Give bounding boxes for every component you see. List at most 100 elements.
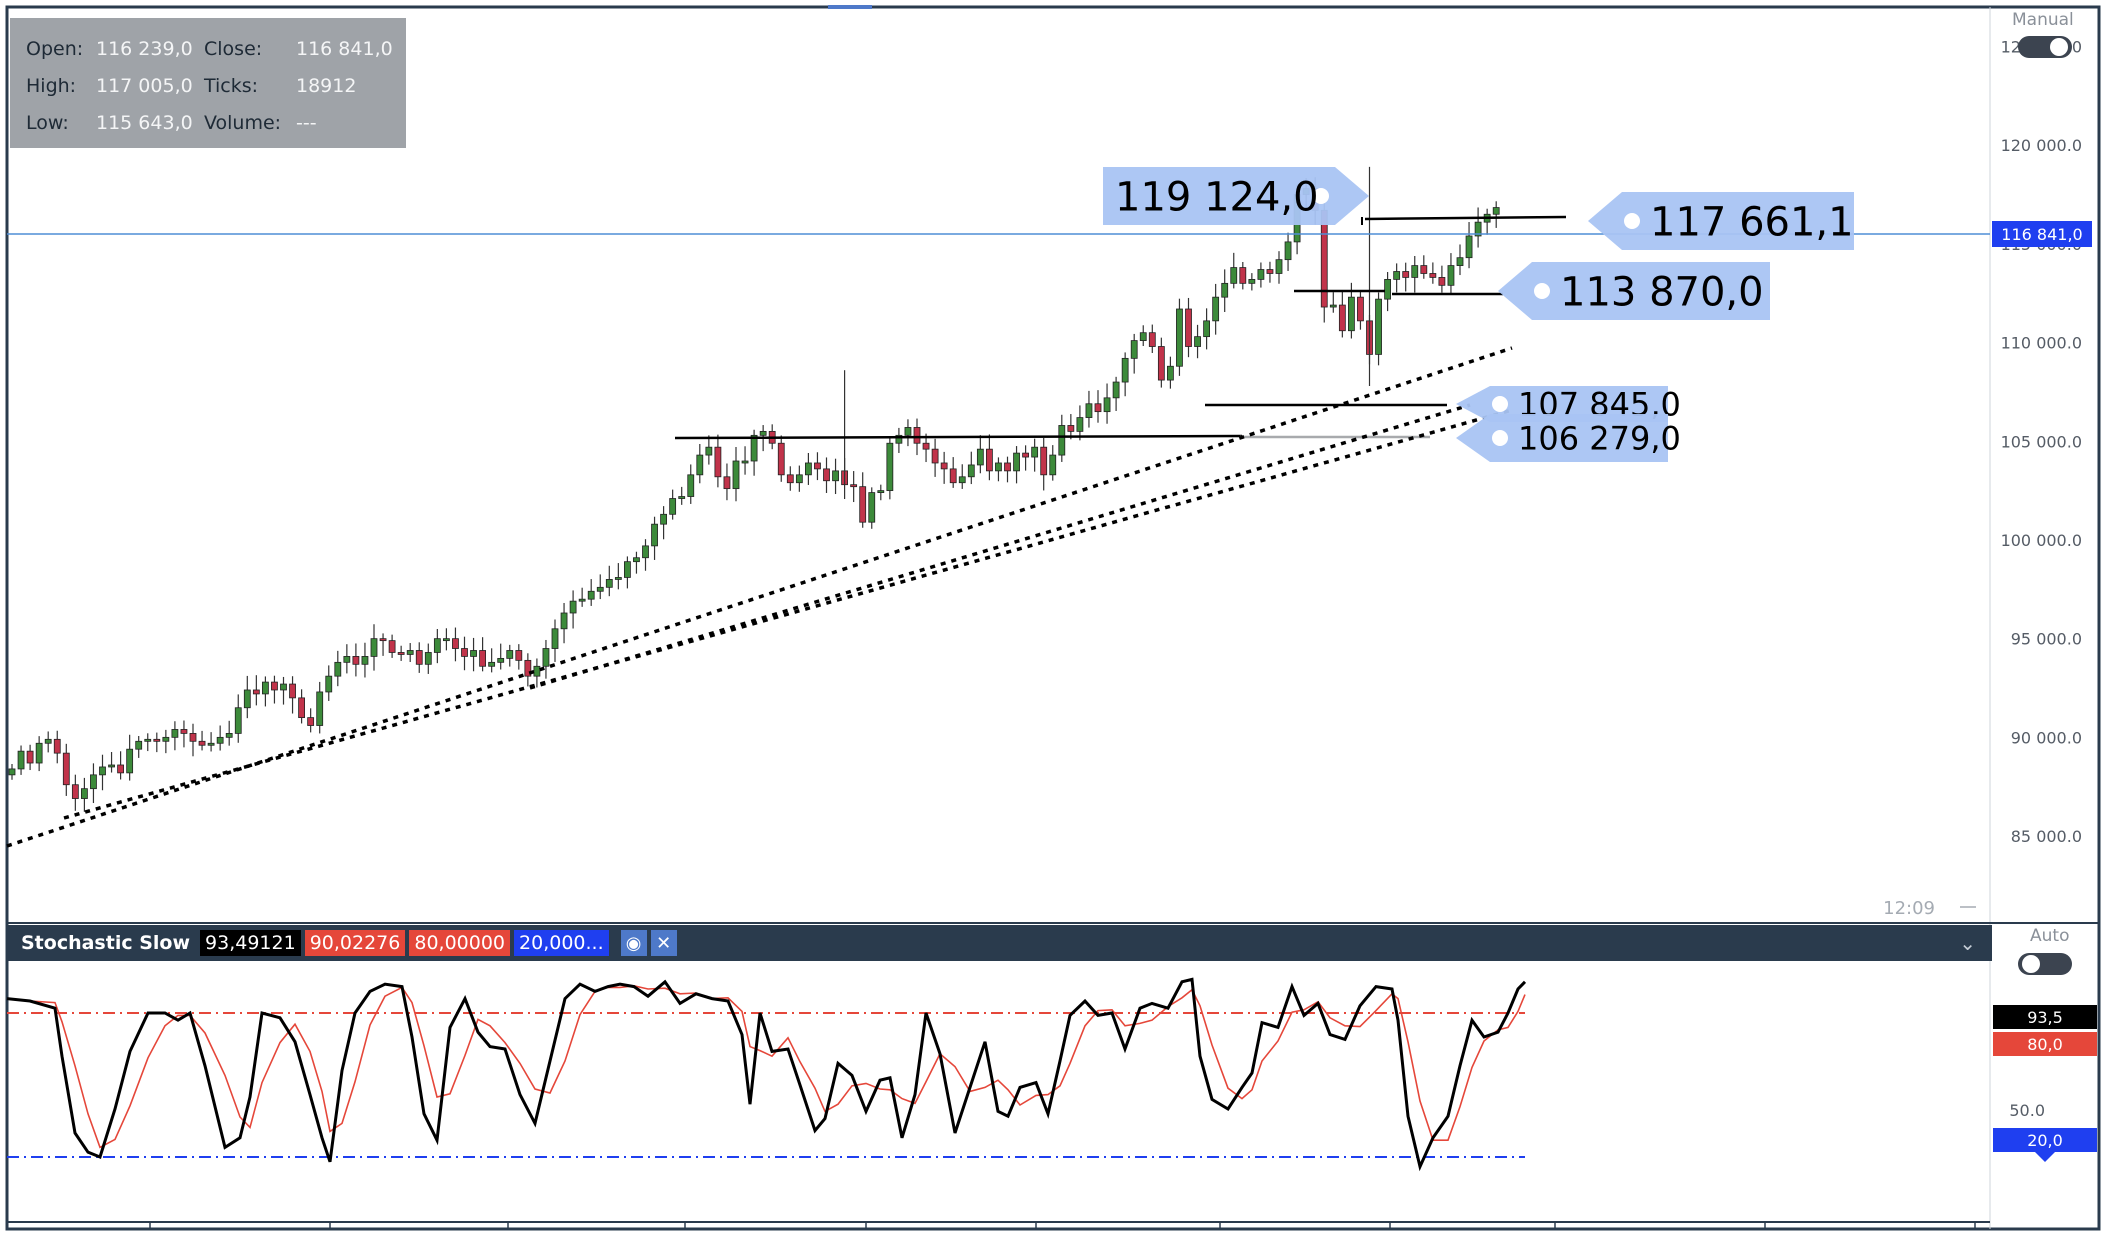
close-label: Close:: [204, 37, 263, 60]
candle-up: [99, 766, 106, 776]
candle-up: [886, 442, 894, 492]
manual-toggle[interactable]: [2018, 36, 2072, 58]
candle-up: [280, 683, 287, 691]
candle-up: [967, 464, 975, 478]
candle-up: [759, 430, 767, 436]
candle-up: [605, 579, 613, 588]
indicator-header: Stochastic Slow 93,49121 90,02276 80,000…: [7, 925, 1992, 961]
candle-up: [1176, 308, 1183, 367]
annotation-high-dot: [1313, 188, 1329, 204]
candle-up: [171, 729, 179, 738]
candle-up: [442, 638, 450, 642]
candle-down: [1067, 425, 1075, 432]
candle-up: [1049, 454, 1057, 476]
candle-down: [949, 468, 957, 484]
candle-up: [1076, 417, 1084, 432]
upper-level-label: 80,0: [2027, 1035, 2063, 1054]
candle-up: [678, 496, 686, 499]
current-price-label: 116 841,0: [2001, 225, 2082, 244]
candle-up: [1393, 271, 1401, 280]
close-icon[interactable]: ✕: [650, 930, 677, 956]
stochastic-d-line: [6, 984, 1526, 1149]
candle-down: [379, 638, 387, 642]
candle-down: [180, 729, 188, 734]
candle-up: [741, 460, 749, 464]
candle-up: [243, 689, 251, 709]
candle-down: [1357, 296, 1364, 322]
trend-line: [529, 403, 1471, 690]
candle-up: [805, 462, 812, 476]
candle-up: [1031, 446, 1039, 458]
candle-up: [261, 681, 269, 695]
candle-up: [642, 545, 649, 559]
candle-up: [370, 638, 378, 657]
annotation-high-level-dot: [1624, 213, 1640, 229]
annotation-high-level-label: 117 661,1: [1650, 199, 1854, 245]
price-axis-label: 100 000.0: [2001, 531, 2082, 550]
eye-icon[interactable]: ◉: [620, 930, 647, 956]
resistance-line: [674, 434, 1243, 440]
candle-up: [406, 650, 414, 655]
scroll-indicator: [828, 5, 872, 9]
annotation-high-level-bg: [1588, 192, 1854, 250]
auto-toggle[interactable]: [2018, 953, 2072, 975]
time-label: 12:09: [1883, 898, 1935, 919]
annotation-support-bg: [1498, 262, 1770, 320]
candle-up: [470, 650, 477, 657]
candle-up: [533, 665, 541, 677]
candle-up: [361, 656, 369, 665]
candle-down: [913, 427, 921, 444]
candle-up: [587, 590, 595, 600]
candle-down: [198, 740, 206, 746]
candle-up: [108, 764, 115, 768]
chevron-down-icon[interactable]: ⌄: [1959, 931, 1976, 955]
candle-down: [1004, 462, 1011, 472]
candle-up: [732, 460, 740, 490]
candle-up: [1103, 397, 1111, 413]
candle-down: [415, 650, 423, 665]
candle-down: [714, 446, 722, 478]
candle-up: [578, 598, 586, 602]
candle-up: [1465, 235, 1473, 259]
candle-up: [1375, 298, 1382, 355]
candle-down: [515, 650, 523, 661]
candle-up: [1194, 336, 1201, 347]
candle-up: [17, 750, 25, 770]
candle-down: [1094, 403, 1102, 413]
candle-down: [397, 652, 405, 655]
manual-toggle-label: Manual: [2012, 10, 2074, 30]
candle-up: [651, 523, 658, 547]
candle-up: [904, 427, 912, 436]
candle-up: [488, 661, 496, 667]
price-axis-label: 110 000.0: [2001, 334, 2082, 353]
annotation-level-2-label: 106 279,0: [1518, 420, 1681, 458]
candle-down: [1239, 267, 1247, 284]
candle-down: [524, 659, 532, 677]
annotation-support-label: 113 870,0: [1560, 269, 1764, 315]
candle-up: [1257, 269, 1265, 280]
close-value: 116 841,0: [296, 37, 393, 60]
candle-up: [669, 498, 677, 515]
candle-up: [1167, 365, 1174, 381]
candle-up: [1456, 257, 1464, 266]
candle-up: [1284, 241, 1292, 261]
candle-up: [624, 561, 631, 578]
candle-down: [1429, 273, 1437, 278]
high-label: High:: [26, 74, 77, 97]
candle-up: [1230, 267, 1238, 284]
candle-up: [750, 434, 758, 462]
candle-down: [723, 476, 731, 490]
trend-line: [63, 408, 1513, 820]
candle-up: [1275, 259, 1283, 274]
candle-up: [1221, 282, 1229, 298]
candle-down: [62, 752, 70, 786]
candle-up: [1474, 221, 1482, 237]
low-value: 115 643,0: [96, 111, 193, 134]
candle-up: [90, 774, 97, 790]
open-label: Open:: [26, 37, 84, 60]
annotation-level-1-bg: [1456, 386, 1668, 422]
candle-up: [1058, 425, 1066, 456]
stochastic-k-line: [6, 977, 1527, 1172]
